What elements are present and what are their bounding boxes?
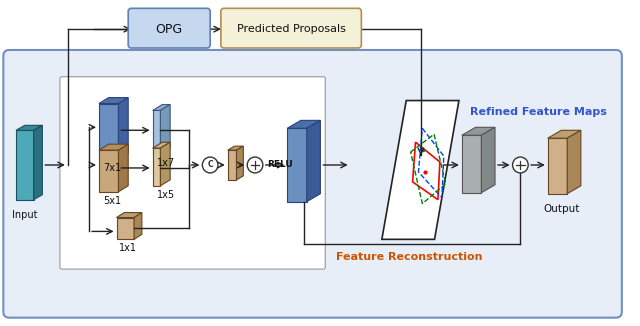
FancyBboxPatch shape — [221, 8, 362, 48]
Text: 7x1: 7x1 — [104, 163, 122, 173]
Polygon shape — [99, 150, 118, 192]
Polygon shape — [462, 127, 495, 135]
Text: 1x1: 1x1 — [119, 243, 137, 253]
Polygon shape — [33, 125, 42, 200]
Polygon shape — [152, 111, 161, 154]
Circle shape — [202, 157, 218, 173]
Polygon shape — [548, 130, 581, 138]
Text: C: C — [207, 160, 213, 170]
Polygon shape — [152, 148, 161, 186]
Polygon shape — [116, 217, 134, 239]
Polygon shape — [287, 128, 307, 202]
Polygon shape — [118, 144, 128, 192]
Circle shape — [513, 157, 528, 173]
Polygon shape — [99, 144, 128, 150]
Text: Refined Feature Maps: Refined Feature Maps — [470, 108, 607, 117]
Polygon shape — [134, 213, 142, 239]
Polygon shape — [481, 127, 495, 193]
Text: Output: Output — [543, 204, 580, 214]
Polygon shape — [228, 150, 237, 180]
Text: 1x7: 1x7 — [157, 158, 175, 168]
Polygon shape — [567, 130, 581, 194]
Polygon shape — [228, 146, 243, 150]
Polygon shape — [462, 135, 481, 193]
FancyBboxPatch shape — [128, 8, 210, 48]
Polygon shape — [16, 125, 42, 130]
FancyBboxPatch shape — [3, 50, 622, 318]
Polygon shape — [99, 104, 118, 159]
Polygon shape — [548, 138, 567, 194]
Polygon shape — [382, 100, 459, 239]
Polygon shape — [152, 105, 170, 111]
Polygon shape — [118, 97, 128, 159]
Text: OPG: OPG — [156, 22, 183, 36]
Circle shape — [247, 157, 263, 173]
Polygon shape — [16, 130, 33, 200]
FancyBboxPatch shape — [60, 77, 325, 269]
Polygon shape — [287, 120, 321, 128]
Polygon shape — [307, 120, 321, 202]
Text: Input: Input — [12, 210, 38, 220]
Polygon shape — [161, 142, 170, 186]
Polygon shape — [161, 105, 170, 154]
Text: RELU: RELU — [267, 160, 292, 170]
Polygon shape — [152, 142, 170, 148]
Polygon shape — [116, 213, 142, 217]
Polygon shape — [237, 146, 243, 180]
Text: Feature Reconstruction: Feature Reconstruction — [336, 252, 483, 262]
Text: 5x1: 5x1 — [104, 196, 122, 206]
Text: Predicted Proposals: Predicted Proposals — [237, 24, 346, 34]
Text: 1x5: 1x5 — [157, 190, 175, 200]
Polygon shape — [99, 97, 128, 104]
